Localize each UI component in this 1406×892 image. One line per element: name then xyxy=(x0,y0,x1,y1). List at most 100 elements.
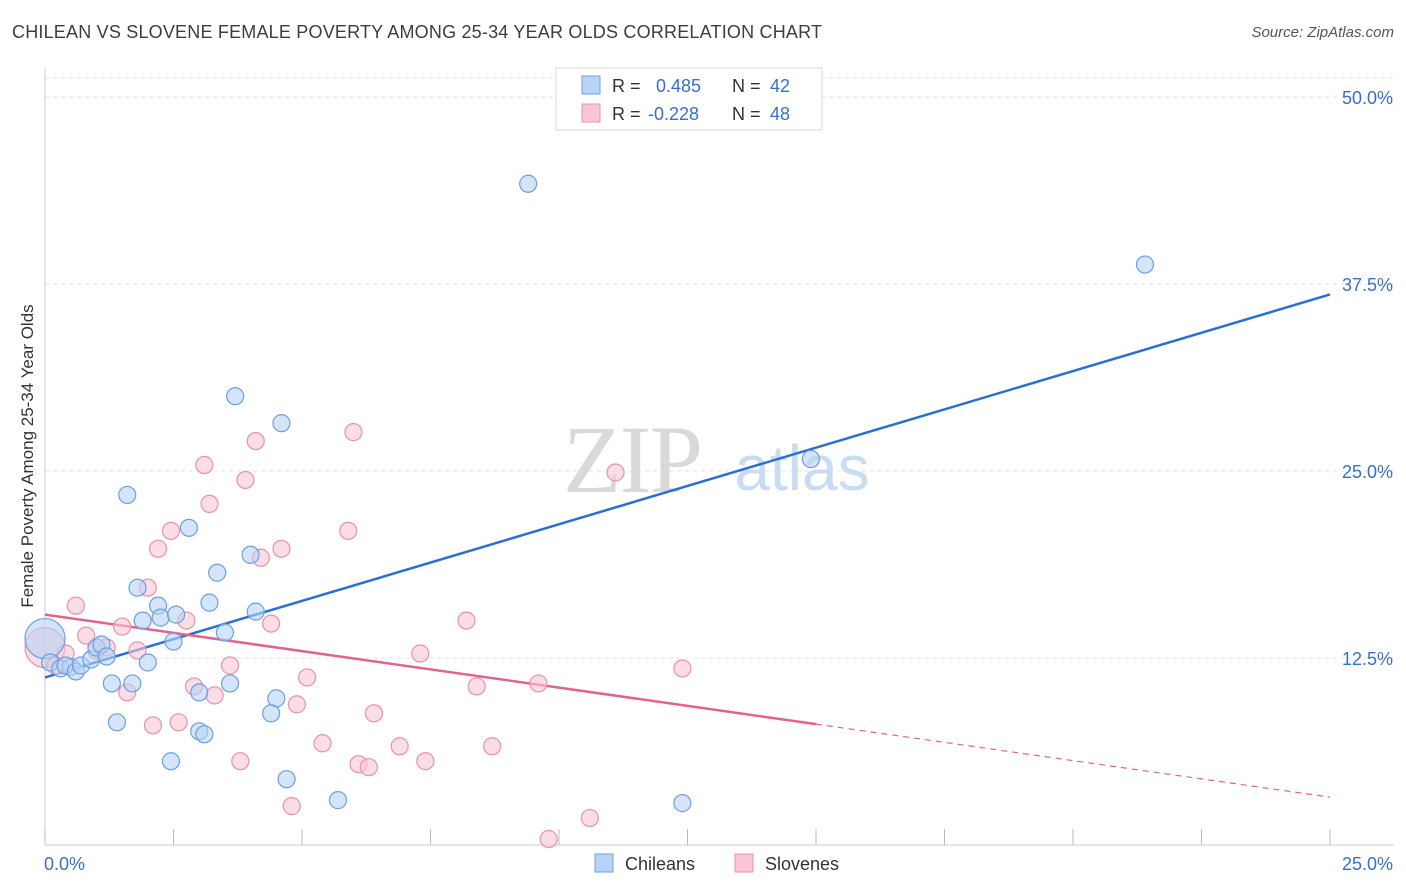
slovene-point xyxy=(483,737,502,756)
slovene-point xyxy=(580,808,599,828)
watermark-zip: ZIP xyxy=(563,406,701,513)
slovene-point xyxy=(169,713,188,732)
legend-blue-swatch xyxy=(581,75,601,95)
chilean-point xyxy=(673,794,692,813)
y-tick-label: 50.0% xyxy=(1342,88,1393,108)
legend-bottom-chileans-swatch xyxy=(594,853,614,873)
chilean-point xyxy=(241,545,260,564)
chilean-point xyxy=(151,608,170,627)
x-tick-label: 25.0% xyxy=(1342,854,1393,874)
chilean-point xyxy=(102,674,121,693)
legend-pink-n-value: 48 xyxy=(770,104,790,124)
slovenes-trend-line xyxy=(44,613,817,726)
slovene-point xyxy=(246,431,265,451)
chilean-point xyxy=(208,563,227,582)
chart-title: CHILEAN VS SLOVENE FEMALE POVERTY AMONG … xyxy=(12,22,823,42)
chilean-point xyxy=(215,623,234,642)
chilean-point xyxy=(164,632,183,651)
chilean-point xyxy=(195,725,214,744)
chilean-point xyxy=(24,617,66,660)
chilean-point xyxy=(133,611,152,630)
data-points xyxy=(24,174,1155,849)
slovene-point xyxy=(344,423,363,442)
legend-blue-r-label: R = xyxy=(612,76,641,96)
slovene-point xyxy=(298,668,317,687)
legend-top: R = 0.485 N = 42 R = -0.228 N = 48 xyxy=(555,67,823,131)
legend-pink-r-value: -0.228 xyxy=(648,104,699,124)
slovene-point xyxy=(390,737,409,756)
legend-bottom-slovenes-swatch xyxy=(734,853,754,873)
chilean-point xyxy=(220,674,240,693)
watermark-atlas: atlas xyxy=(734,432,869,504)
slovene-point xyxy=(416,752,435,771)
slovenes-trend-extension xyxy=(815,723,1331,798)
chilean-point xyxy=(166,605,186,624)
legend-blue-n-value: 42 xyxy=(770,76,790,96)
slovene-point xyxy=(236,470,255,490)
slovene-point xyxy=(364,704,384,723)
chilean-point xyxy=(138,653,157,672)
slovene-point xyxy=(411,644,430,663)
chilean-point xyxy=(1135,255,1155,274)
legend-pink-swatch xyxy=(581,103,601,123)
slovene-point xyxy=(195,455,214,475)
slovene-point xyxy=(313,734,332,753)
slovene-point xyxy=(66,596,85,615)
gridlines xyxy=(45,77,1394,659)
trend-lines xyxy=(44,293,1331,798)
chilean-point xyxy=(277,770,296,789)
slovene-point xyxy=(148,539,168,558)
chilean-point xyxy=(801,449,820,469)
slovene-point xyxy=(457,611,476,630)
slovene-point xyxy=(529,674,548,693)
legend-bottom: Chileans Slovenes xyxy=(594,853,839,874)
chilean-point xyxy=(190,683,209,702)
y-tick-label: 25.0% xyxy=(1342,462,1393,482)
slovene-point xyxy=(539,829,558,849)
legend-bottom-slovenes-label: Slovenes xyxy=(765,854,839,874)
chilean-point xyxy=(272,414,291,433)
slovene-point xyxy=(77,626,96,645)
slovene-point xyxy=(231,752,250,771)
chilean-point xyxy=(118,485,137,505)
slovene-point xyxy=(467,677,486,696)
legend-bottom-chileans-label: Chileans xyxy=(625,854,695,874)
slovene-point xyxy=(161,521,181,540)
legend-blue-n-label: N = xyxy=(732,76,761,96)
source-label: Source: ZipAtlas.com xyxy=(1251,24,1394,41)
chilean-point xyxy=(200,593,219,612)
slovene-point xyxy=(112,617,132,636)
slovene-point xyxy=(282,797,301,816)
y-tick-label: 12.5% xyxy=(1342,649,1393,669)
slovene-point xyxy=(128,641,147,660)
x-tick-label: 0.0% xyxy=(44,854,85,874)
slovene-point xyxy=(606,463,625,482)
slovene-point xyxy=(287,695,306,714)
slovene-point xyxy=(200,494,219,514)
chilean-point xyxy=(246,602,265,621)
axes xyxy=(44,68,1394,846)
chilean-point xyxy=(226,387,245,406)
chilean-point xyxy=(519,174,538,193)
chilean-point xyxy=(161,752,181,771)
chilean-point xyxy=(328,791,348,810)
legend-blue-r-value: 0.485 xyxy=(656,76,701,96)
chileans-trend-line xyxy=(44,293,1331,679)
watermark: ZIP atlas xyxy=(563,406,870,513)
chilean-point xyxy=(262,704,281,723)
chilean-point xyxy=(123,674,142,693)
legend-pink-n-label: N = xyxy=(732,104,761,124)
tick-labels: 12.5% 25.0% 37.5% 50.0% 0.0% 25.0% xyxy=(44,88,1393,874)
chilean-point xyxy=(179,518,199,537)
slovene-point xyxy=(143,716,163,735)
slovene-point xyxy=(262,614,281,633)
chilean-point xyxy=(97,647,116,666)
slovene-point xyxy=(339,521,358,540)
chilean-point xyxy=(107,713,127,732)
chilean-point xyxy=(128,578,147,597)
legend-pink-r-label: R = xyxy=(612,104,641,124)
slovene-point xyxy=(205,686,224,705)
slovene-point xyxy=(220,656,240,675)
slovene-point xyxy=(272,539,291,558)
